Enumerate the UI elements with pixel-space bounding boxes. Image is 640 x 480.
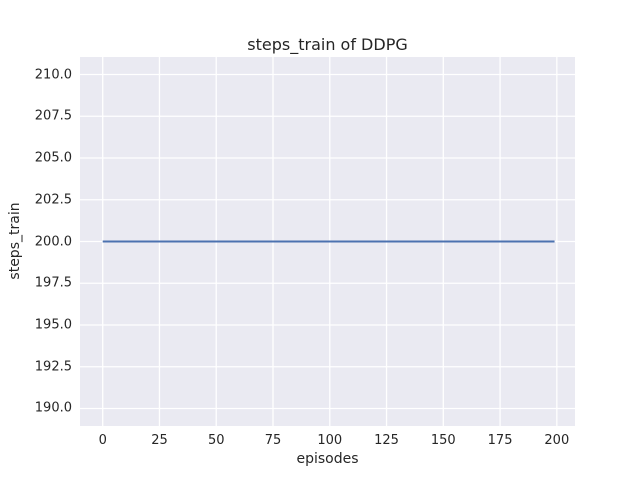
- y-tick-label: 197.5: [34, 275, 72, 291]
- y-tick-label: 207.5: [34, 108, 72, 124]
- y-tick-label: 195.0: [34, 317, 72, 333]
- x-tick-label: 0: [98, 433, 107, 448]
- x-tick-label: 200: [544, 433, 570, 448]
- plot-area: [80, 57, 575, 426]
- x-tick-label: 125: [374, 433, 399, 448]
- x-tick-label: 75: [264, 433, 282, 448]
- y-tick-label: 190.0: [34, 400, 72, 416]
- x-axis-label: episodes: [296, 451, 359, 467]
- x-tick-label: 150: [430, 433, 456, 448]
- x-tick-label: 50: [207, 433, 225, 448]
- y-tick-label: 210.0: [34, 67, 72, 83]
- x-tick-label: 100: [317, 433, 343, 448]
- x-tick-label: 25: [151, 433, 168, 448]
- y-tick-label: 205.0: [34, 150, 72, 166]
- x-tick-label: 175: [487, 433, 513, 448]
- y-tick-label: 192.5: [34, 359, 72, 375]
- y-tick-label: 202.5: [34, 192, 72, 208]
- chart-canvas: [80, 57, 575, 426]
- y-tick-label: 200.0: [34, 234, 72, 249]
- chart-title: steps_train of DDPG: [247, 35, 408, 54]
